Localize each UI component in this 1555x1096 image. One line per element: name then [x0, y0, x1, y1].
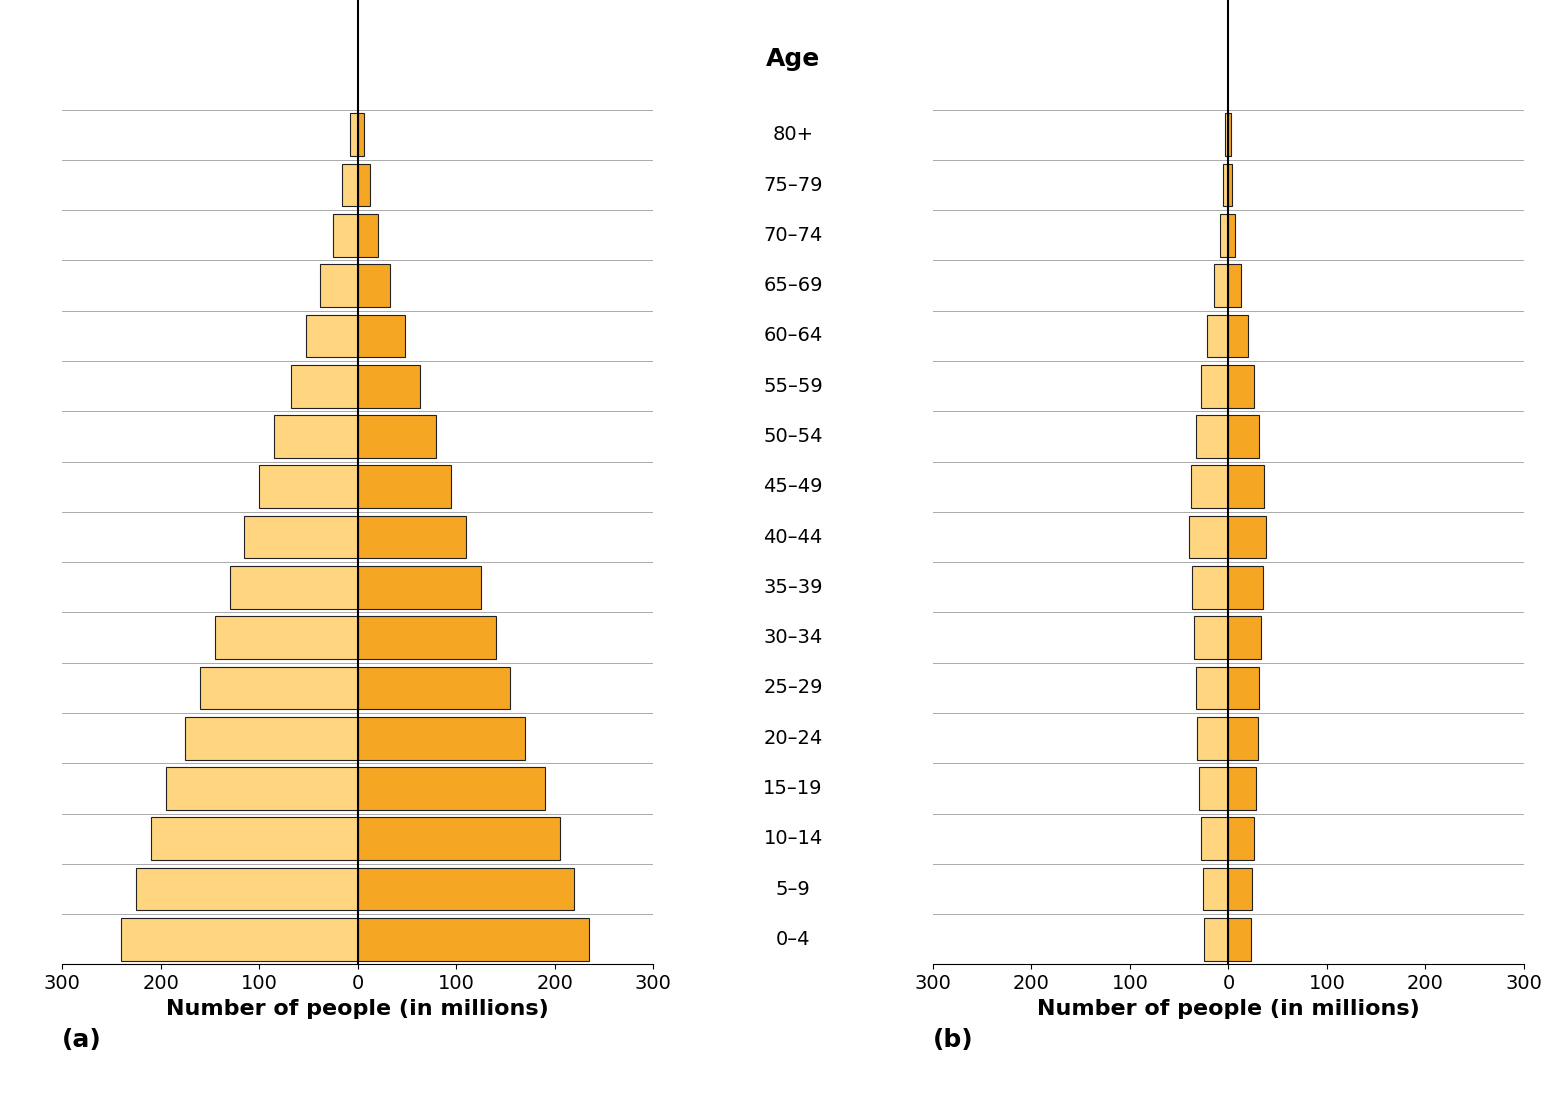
Text: 0–4: 0–4	[776, 929, 810, 949]
Bar	[201, 666, 358, 709]
Text: 10–14: 10–14	[764, 830, 823, 848]
Bar	[1207, 315, 1228, 357]
Bar	[1204, 918, 1228, 961]
Bar	[1200, 365, 1228, 408]
Bar	[1228, 214, 1235, 256]
Bar	[1219, 214, 1228, 256]
Bar	[1228, 566, 1263, 608]
Bar	[1222, 163, 1228, 206]
Bar	[1228, 666, 1260, 709]
Bar	[1228, 415, 1260, 458]
Text: 40–44: 40–44	[764, 527, 823, 547]
Bar	[1196, 666, 1228, 709]
Bar	[358, 163, 370, 206]
Text: (a): (a)	[62, 1028, 103, 1052]
Bar	[1228, 918, 1252, 961]
Bar	[1193, 566, 1228, 608]
Bar	[1228, 315, 1249, 357]
Text: (b): (b)	[933, 1028, 973, 1052]
Bar	[165, 767, 358, 810]
Text: 65–69: 65–69	[764, 276, 823, 295]
Text: 45–49: 45–49	[764, 477, 823, 496]
Bar	[358, 767, 544, 810]
Bar	[306, 315, 358, 357]
Text: 70–74: 70–74	[764, 226, 823, 244]
Bar	[358, 214, 378, 256]
Bar	[1196, 415, 1228, 458]
Bar	[1199, 767, 1228, 810]
Text: 35–39: 35–39	[764, 578, 823, 597]
Bar	[358, 868, 574, 911]
Bar	[358, 516, 466, 559]
Bar	[358, 717, 526, 760]
Text: 80+: 80+	[773, 125, 813, 145]
Bar	[151, 818, 358, 860]
Bar	[350, 113, 358, 156]
Text: 50–54: 50–54	[764, 427, 823, 446]
Bar	[1228, 466, 1264, 509]
Text: 55–59: 55–59	[764, 377, 823, 396]
Text: Age: Age	[767, 47, 819, 71]
Text: 20–24: 20–24	[764, 729, 823, 747]
Bar	[358, 365, 420, 408]
Bar	[135, 868, 358, 911]
Bar	[1228, 163, 1233, 206]
Bar	[358, 918, 589, 961]
Bar	[215, 616, 358, 659]
Bar	[185, 717, 358, 760]
Bar	[1204, 868, 1228, 911]
Bar	[1228, 365, 1253, 408]
Bar	[358, 264, 390, 307]
Bar	[1194, 616, 1228, 659]
Bar	[1213, 264, 1228, 307]
Bar	[1228, 516, 1266, 559]
Bar	[320, 264, 358, 307]
Bar	[1224, 113, 1228, 156]
Bar	[1228, 264, 1241, 307]
Bar	[358, 415, 437, 458]
Bar	[244, 516, 358, 559]
Bar	[1228, 717, 1258, 760]
Text: 25–29: 25–29	[764, 678, 823, 697]
X-axis label: Number of people (in millions): Number of people (in millions)	[166, 998, 549, 1019]
Text: 75–79: 75–79	[764, 175, 823, 194]
Text: 15–19: 15–19	[764, 779, 823, 798]
Bar	[333, 214, 358, 256]
Bar	[358, 315, 404, 357]
Text: 30–34: 30–34	[764, 628, 823, 647]
Bar	[358, 616, 496, 659]
Bar	[230, 566, 358, 608]
Bar	[291, 365, 358, 408]
Bar	[358, 818, 560, 860]
Bar	[274, 415, 358, 458]
Bar	[358, 466, 451, 509]
Bar	[342, 163, 358, 206]
Bar	[1228, 868, 1252, 911]
Bar	[1191, 466, 1228, 509]
Bar	[260, 466, 358, 509]
Bar	[1197, 717, 1228, 760]
Bar	[1228, 818, 1253, 860]
Bar	[1190, 516, 1228, 559]
Text: 60–64: 60–64	[764, 327, 823, 345]
Bar	[1228, 767, 1256, 810]
Bar	[1200, 818, 1228, 860]
Bar	[1228, 113, 1232, 156]
Bar	[1228, 616, 1261, 659]
Text: 5–9: 5–9	[776, 880, 810, 899]
Bar	[358, 666, 510, 709]
Bar	[358, 113, 364, 156]
Bar	[121, 918, 358, 961]
X-axis label: Number of people (in millions): Number of people (in millions)	[1037, 998, 1420, 1019]
Bar	[358, 566, 480, 608]
